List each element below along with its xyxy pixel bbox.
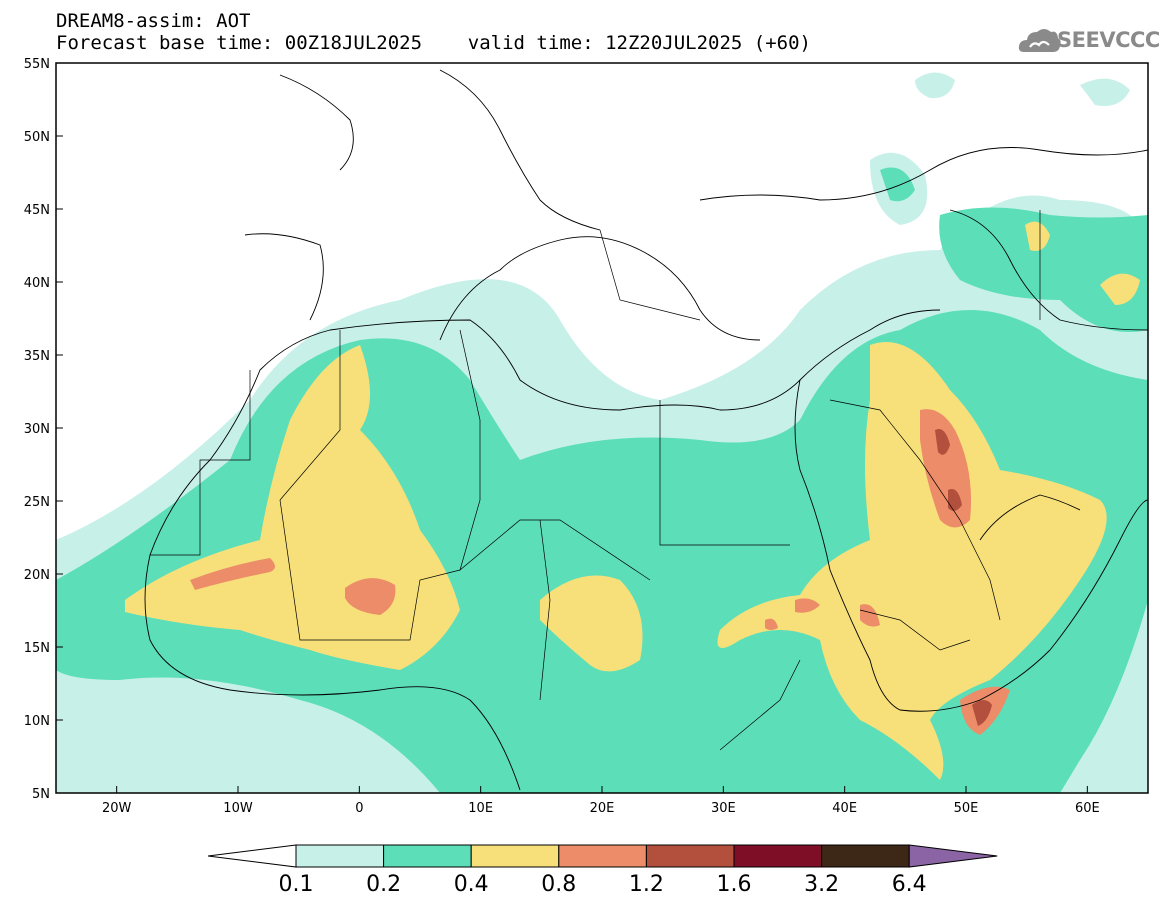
colorbar-label: 1.6 [717, 872, 752, 897]
colorbar-swatch [295, 844, 385, 868]
colorbar-label: 1.2 [629, 872, 664, 897]
lat-tick-label: 15N [24, 641, 50, 656]
lon-tick-label: 20E [590, 801, 615, 816]
logo-text: SEEVCCC [1057, 28, 1160, 52]
lon-tick-label: 30E [711, 801, 736, 816]
lat-tick-label: 55N [24, 57, 50, 72]
colorbar-over-arrow [908, 844, 998, 868]
lat-tick-label: 25N [24, 495, 50, 510]
country-borders [150, 210, 1041, 751]
lon-tick-label: 40E [832, 801, 857, 816]
colorbar-label: 3.2 [804, 872, 839, 897]
lat-tick-label: 10N [24, 714, 50, 729]
cloud-icon [1018, 29, 1061, 52]
coastlines [144, 69, 1148, 791]
colorbar-label: 0.1 [279, 872, 314, 897]
colorbar-under-arrow [207, 844, 297, 868]
lat-tick-label: 30N [24, 422, 50, 437]
chart-title: DREAM8-assim: AOT [56, 10, 251, 32]
lat-tick-label: 35N [24, 349, 50, 364]
lat-tick-label: 40N [24, 276, 50, 291]
colorbar-swatch [558, 844, 647, 868]
colorbar-swatch [733, 844, 823, 868]
aot-field [56, 69, 1148, 793]
colorbar-swatch [470, 844, 560, 868]
colorbar: 0.1 0.2 0.4 0.8 1.2 1.6 3.2 6.4 [207, 844, 998, 897]
lat-tick-label: 45N [24, 203, 50, 218]
colorbar-swatch [645, 844, 735, 868]
lon-tick-label: 0 [355, 801, 363, 816]
colorbar-label: 0.8 [541, 872, 576, 897]
colorbar-swatch [821, 844, 910, 868]
aot-level-1-2 [935, 429, 992, 726]
axis-ticks: 20W 10W 0 10E 20E 30E 40E 50E 60E 55N 50N 45N 40N 35N… [24, 57, 1100, 816]
colorbar-label: 0.4 [454, 872, 489, 897]
lat-tick-label: 20N [24, 568, 50, 583]
lat-tick-label: 5N [32, 787, 50, 802]
lon-tick-label: 50E [954, 801, 979, 816]
colorbar-label: 0.2 [366, 872, 401, 897]
lon-tick-label: 10E [468, 801, 493, 816]
lon-tick-label: 10W [223, 801, 253, 816]
colorbar-swatch [383, 844, 472, 868]
colorbar-label: 6.4 [892, 872, 927, 897]
lat-tick-label: 50N [24, 130, 50, 145]
lon-tick-label: 60E [1075, 801, 1100, 816]
lon-tick-label: 20W [102, 801, 132, 816]
chart-subtitle: Forecast base time: 00Z18JUL2025 valid t… [56, 32, 811, 54]
